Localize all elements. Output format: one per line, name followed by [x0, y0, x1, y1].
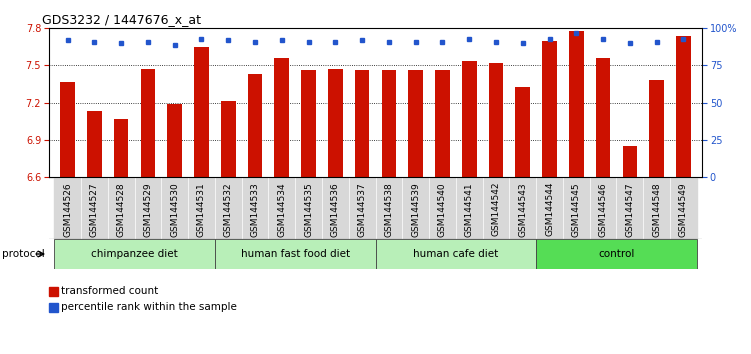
Bar: [54, 239, 215, 269]
Bar: [536, 177, 563, 239]
Bar: [376, 177, 403, 239]
Bar: [328, 69, 342, 177]
Bar: [301, 70, 316, 177]
Text: GSM144534: GSM144534: [277, 182, 286, 236]
Bar: [462, 61, 477, 177]
Text: GSM144530: GSM144530: [170, 182, 179, 237]
Bar: [489, 63, 503, 177]
Bar: [268, 177, 295, 239]
Text: GSM144540: GSM144540: [438, 182, 447, 236]
Bar: [617, 177, 644, 239]
Text: GSM144538: GSM144538: [385, 182, 394, 237]
Text: GSM144526: GSM144526: [63, 182, 72, 236]
Text: GSM144546: GSM144546: [599, 182, 608, 236]
Text: GSM144549: GSM144549: [679, 182, 688, 236]
Text: GSM144533: GSM144533: [251, 182, 260, 237]
Bar: [354, 70, 369, 177]
Text: GSM144527: GSM144527: [90, 182, 99, 236]
Bar: [295, 177, 322, 239]
Bar: [435, 70, 450, 177]
Text: human fast food diet: human fast food diet: [240, 249, 350, 259]
Bar: [215, 177, 242, 239]
Text: GSM144535: GSM144535: [304, 182, 313, 237]
Bar: [167, 104, 182, 177]
Text: GSM144532: GSM144532: [224, 182, 233, 236]
Text: GSM144545: GSM144545: [572, 182, 581, 236]
Text: GSM144547: GSM144547: [626, 182, 635, 236]
Text: transformed count: transformed count: [61, 286, 158, 296]
Bar: [274, 58, 289, 177]
Text: GSM144542: GSM144542: [491, 182, 500, 236]
Bar: [376, 239, 536, 269]
Bar: [403, 177, 429, 239]
Bar: [215, 239, 376, 269]
Bar: [60, 81, 75, 177]
Text: protocol: protocol: [2, 249, 44, 259]
Bar: [509, 177, 536, 239]
Text: percentile rank within the sample: percentile rank within the sample: [61, 302, 237, 312]
Text: GSM144536: GSM144536: [331, 182, 340, 237]
Text: GSM144541: GSM144541: [465, 182, 474, 236]
Bar: [409, 70, 423, 177]
Text: GDS3232 / 1447676_x_at: GDS3232 / 1447676_x_at: [42, 13, 201, 26]
Bar: [650, 80, 664, 177]
Text: GSM144543: GSM144543: [518, 182, 527, 236]
Bar: [140, 69, 155, 177]
Bar: [536, 239, 697, 269]
Bar: [107, 177, 134, 239]
Text: control: control: [599, 249, 635, 259]
Bar: [596, 58, 611, 177]
Text: GSM144537: GSM144537: [357, 182, 366, 237]
Bar: [569, 31, 584, 177]
Bar: [590, 177, 617, 239]
Bar: [194, 47, 209, 177]
Bar: [456, 177, 483, 239]
Bar: [322, 177, 348, 239]
Bar: [429, 177, 456, 239]
Bar: [87, 111, 101, 177]
Bar: [348, 177, 376, 239]
Bar: [515, 86, 530, 177]
Bar: [242, 177, 268, 239]
Bar: [483, 177, 509, 239]
Text: GSM144539: GSM144539: [411, 182, 420, 237]
Bar: [563, 177, 590, 239]
Bar: [623, 146, 638, 177]
Bar: [134, 177, 161, 239]
Bar: [221, 101, 236, 177]
Bar: [382, 70, 397, 177]
Bar: [54, 177, 81, 239]
Text: GSM144531: GSM144531: [197, 182, 206, 237]
Text: GSM144548: GSM144548: [652, 182, 661, 236]
Bar: [542, 41, 557, 177]
Text: GSM144528: GSM144528: [116, 182, 125, 236]
Bar: [644, 177, 670, 239]
Text: GSM144529: GSM144529: [143, 182, 152, 236]
Bar: [676, 36, 691, 177]
Text: human cafe diet: human cafe diet: [413, 249, 499, 259]
Text: GSM144544: GSM144544: [545, 182, 554, 236]
Text: chimpanzee diet: chimpanzee diet: [91, 249, 178, 259]
Bar: [248, 74, 262, 177]
Bar: [670, 177, 697, 239]
Bar: [113, 119, 128, 177]
Bar: [161, 177, 188, 239]
Bar: [81, 177, 107, 239]
Bar: [188, 177, 215, 239]
